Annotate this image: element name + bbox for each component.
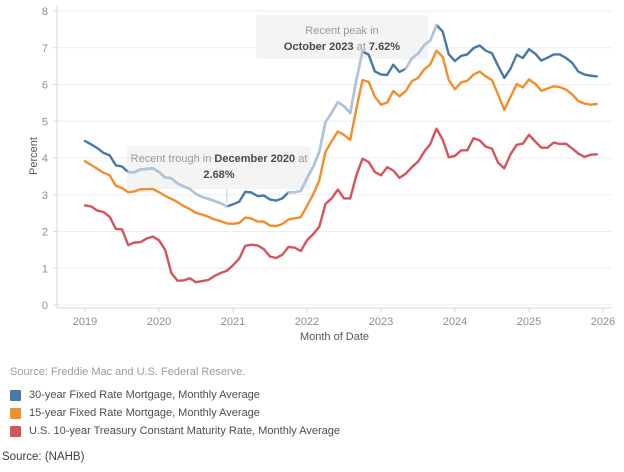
legend-item-2: U.S. 10-year Treasury Constant Maturity … [10, 422, 340, 440]
peak-annotation: Recent peak in October 2023 at 7.62% [256, 23, 428, 55]
x-tick-label: 2021 [221, 316, 245, 328]
x-tick-label: 2019 [73, 316, 97, 328]
y-tick-label: 0 [42, 300, 48, 312]
legend-label-0: 30-year Fixed Rate Mortgage, Monthly Ave… [29, 389, 260, 401]
footer-source: Source: (NAHB) [2, 451, 85, 463]
x-tick-label: 2025 [517, 316, 541, 328]
chart-source-note: Source: Freddie Mac and U.S. Federal Res… [10, 366, 246, 378]
legend-swatch-2 [10, 425, 21, 437]
legend-item-0: 30-year Fixed Rate Mortgage, Monthly Ave… [10, 386, 340, 404]
legend-label-1: 15-year Fixed Rate Mortgage, Monthly Ave… [29, 407, 260, 419]
x-tick-label: 2024 [443, 316, 467, 328]
peak-annotation-value: 7.62% [368, 41, 401, 53]
y-tick-label: 7 [42, 43, 48, 55]
y-tick-label: 8 [42, 6, 48, 18]
x-tick-label: 2020 [147, 316, 171, 328]
x-tick-label: 2026 [591, 316, 615, 328]
peak-annotation-mid: at [353, 41, 369, 53]
x-tick-label: 2023 [369, 316, 393, 328]
legend: 30-year Fixed Rate Mortgage, Monthly Ave… [10, 386, 340, 440]
trough-annotation-date: December 2020 [214, 153, 296, 165]
y-tick-label: 2 [42, 227, 48, 239]
x-axis-title: Month of Date [299, 331, 370, 343]
legend-swatch-1 [10, 407, 21, 419]
y-axis-title: Percent [28, 137, 40, 175]
x-tick-label: 2022 [295, 316, 319, 328]
y-tick-label: 5 [42, 116, 48, 128]
trough-annotation: Recent trough in December 2020 at 2.68% [127, 151, 311, 183]
y-tick-label: 4 [42, 153, 48, 165]
legend-swatch-0 [10, 389, 21, 401]
peak-annotation-date: October 2023 [283, 41, 354, 53]
legend-label-2: U.S. 10-year Treasury Constant Maturity … [29, 425, 340, 437]
y-tick-label: 6 [42, 80, 48, 92]
trough-annotation-pre: Recent trough in [130, 153, 215, 165]
peak-annotation-line1: Recent peak in [305, 25, 379, 37]
series-line-1 [83, 49, 598, 228]
legend-item-1: 15-year Fixed Rate Mortgage, Monthly Ave… [10, 404, 340, 422]
trough-annotation-mid: at [295, 153, 308, 165]
trough-annotation-value: 2.68% [203, 169, 235, 181]
y-tick-label: 3 [42, 190, 48, 202]
y-tick-label: 1 [42, 263, 48, 275]
